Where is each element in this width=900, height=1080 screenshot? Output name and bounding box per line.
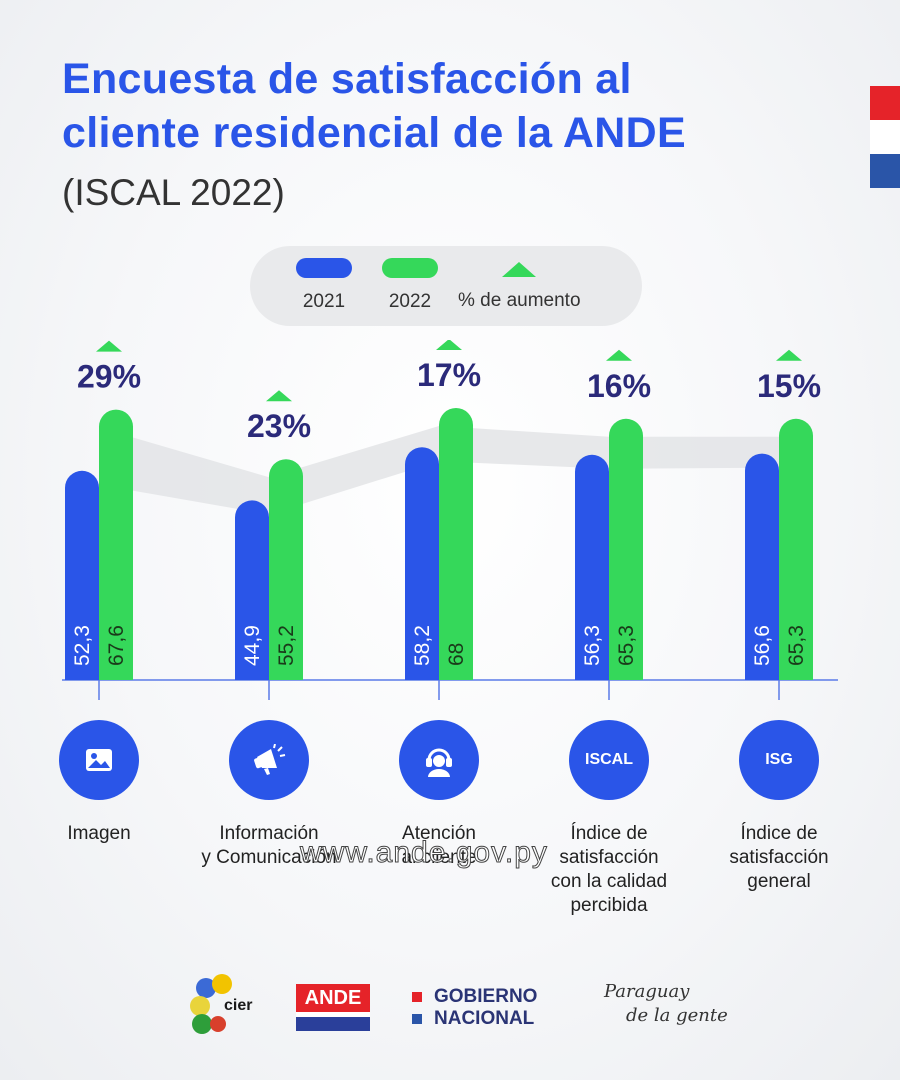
legend-item-2021: 2021 (296, 258, 352, 313)
category-2: Información y Comunicación (184, 720, 354, 870)
watermark: www.ande.gov.py (300, 836, 548, 870)
category-label-line: con la calidad (550, 871, 668, 892)
cier-text: cier (224, 997, 252, 1014)
legend-item-2022: 2022 (382, 258, 438, 313)
data-label-2021: 52,3 (71, 625, 94, 666)
page-title: Encuesta de satisfacción al cliente resi… (62, 52, 686, 160)
category-label-line: Índice de (570, 823, 648, 844)
legend-swatch-2022 (382, 258, 438, 278)
bar-chart: 52,3 67,6 29% 44,9 55,2 23% 58,2 68 17% 56,3 65,3 1… (62, 340, 838, 700)
bar-2021 (65, 470, 99, 680)
increase-triangle-icon (502, 262, 537, 277)
category-label-line: percibida (570, 895, 648, 916)
increase-triangle-icon (96, 340, 122, 352)
gobierno-line-1: GOBIERNO (434, 986, 538, 1007)
data-label-2022: 68 (445, 643, 468, 666)
subtitle: (ISCAL 2022) (62, 172, 285, 213)
category-1: Imagen (14, 720, 184, 846)
category-label-line: general (747, 871, 811, 892)
data-label-2021: 56,3 (581, 625, 604, 666)
paraguay-de-la-gente-logo: Paraguay de la gente (604, 980, 728, 1028)
category-3: Atención al cliente (354, 720, 524, 870)
category-4: ISCAL Índice de satisfacción con la calidad… (524, 720, 694, 918)
megaphone-icon (229, 720, 309, 800)
category-label: Atención al cliente (354, 822, 524, 870)
gobierno-line-2: NACIONAL (434, 1008, 535, 1029)
category-label-line: satisfacción (729, 847, 829, 868)
image-icon (59, 720, 139, 800)
increase-label: 23% (247, 408, 311, 444)
data-label-2022: 55,2 (275, 625, 298, 666)
headset-icon (399, 720, 479, 800)
title-line-1: Encuesta de satisfacción al (62, 55, 632, 103)
paraguay-line-2: de la gente (626, 1005, 728, 1026)
bar-2022 (439, 408, 473, 680)
legend-label-2021: 2021 (302, 291, 346, 312)
bar-2021 (235, 500, 269, 680)
legend-swatch-2021 (296, 258, 352, 278)
bar-2021 (575, 454, 609, 680)
increase-triangle-icon (436, 340, 462, 350)
cier-logo: cier (188, 974, 254, 1036)
footer-logos: cier ANDE GOBIERNO NACIONAL Paraguay de … (0, 972, 900, 1042)
category-label-line: y Comunicación (201, 847, 337, 868)
increase-label: 17% (417, 357, 481, 393)
data-label-2022: 65,3 (785, 625, 808, 666)
category-label: Información y Comunicación (184, 822, 354, 870)
chart-legend: 2021 2022 % de aumento (250, 246, 642, 326)
paraguay-flag (870, 86, 900, 188)
category-label-line: Información (219, 823, 319, 844)
bar-2022 (779, 418, 813, 680)
category-5: ISG Índice de satisfacción general (694, 720, 864, 894)
increase-label: 15% (757, 368, 821, 404)
data-label-2022: 67,6 (105, 625, 128, 666)
category-label-line: al cliente (401, 847, 477, 868)
bar-2022 (609, 418, 643, 680)
increase-label: 29% (77, 359, 141, 395)
bar-2022 (99, 409, 133, 680)
bar-2022 (269, 459, 303, 680)
category-label: Índice de satisfacción general (694, 822, 864, 894)
increase-triangle-icon (606, 349, 632, 361)
iscal-badge-icon: ISCAL (569, 720, 649, 800)
data-label-2021: 56,6 (751, 625, 774, 666)
increase-label: 16% (587, 368, 651, 404)
legend-label-2022: 2022 (388, 291, 432, 312)
data-label-2021: 58,2 (411, 625, 434, 666)
data-label-2022: 65,3 (615, 625, 638, 666)
bar-2021 (745, 453, 779, 680)
category-label-line: satisfacción (559, 847, 659, 868)
bar-2021 (405, 447, 439, 680)
category-label-line: Índice de (740, 823, 818, 844)
ande-logo-text: ANDE (296, 984, 370, 1012)
category-label-line: Atención (402, 823, 476, 844)
category-label: Imagen (14, 822, 184, 846)
legend-item-increase: % de aumento (458, 258, 581, 312)
isg-badge-icon: ISG (739, 720, 819, 800)
paraguay-line-1: Paraguay (604, 981, 690, 1002)
title-line-2: cliente residencial de la ANDE (62, 109, 686, 157)
category-label: Índice de satisfacción con la calidad perci… (524, 822, 694, 918)
increase-triangle-icon (776, 349, 802, 361)
ande-logo: ANDE (296, 984, 370, 1031)
gobierno-nacional-logo: GOBIERNO NACIONAL (412, 986, 537, 1030)
legend-label-increase: % de aumento (458, 290, 581, 311)
category-label-line: Imagen (67, 823, 131, 844)
data-label-2021: 44,9 (241, 625, 264, 666)
increase-triangle-icon (266, 390, 292, 402)
